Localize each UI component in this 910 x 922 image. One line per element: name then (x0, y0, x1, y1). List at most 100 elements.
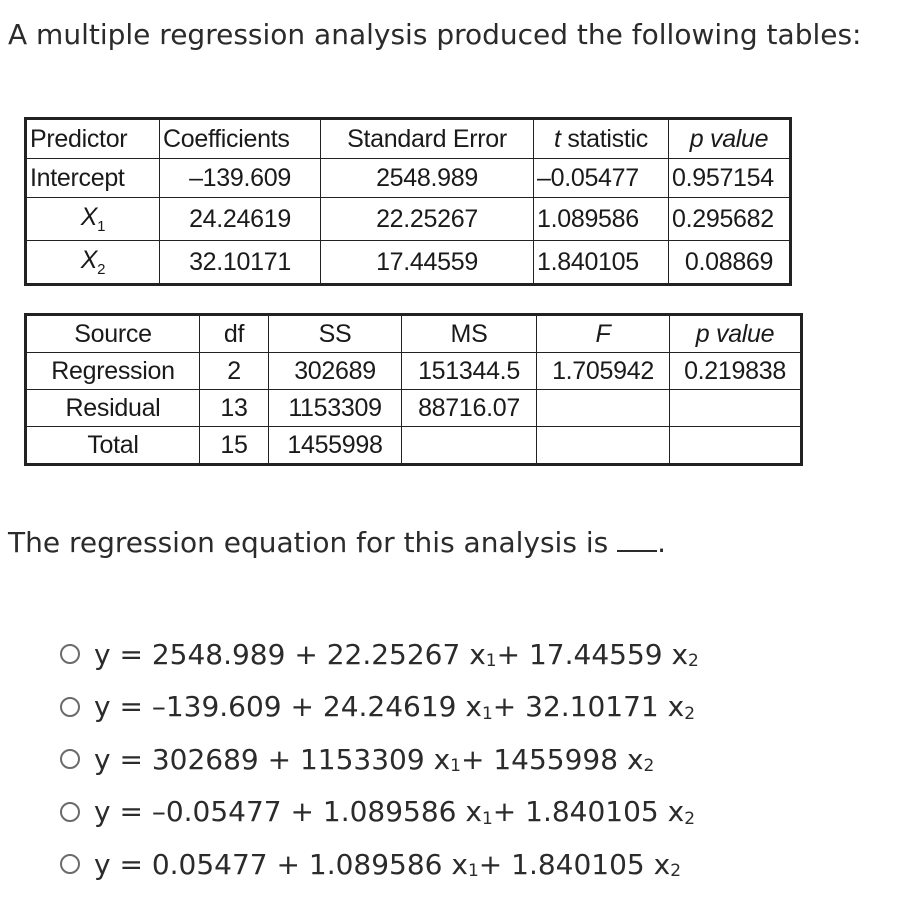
cell-predictor: X1 (25, 197, 160, 241)
cell-ms: 151344.5 (401, 352, 537, 390)
option-text: y = 2548.989 + 22.25267 x (94, 637, 486, 671)
subscript: 2 (684, 703, 696, 724)
cell-p (669, 426, 802, 465)
header-df: df (199, 314, 269, 353)
cell-coef: 24.24619 (159, 197, 321, 241)
header-predictor: Predictor (25, 118, 160, 159)
option-text-cont: + 1455998 x (460, 742, 644, 776)
table-header-row: Source df SS MS F p value (25, 314, 802, 353)
p-symbol: p (689, 125, 704, 153)
cell-source: Regression (25, 352, 200, 390)
cell-ms: 88716.07 (401, 389, 537, 427)
option-text-cont: + 1.840105 x (478, 847, 671, 881)
p-symbol: p (695, 320, 710, 348)
cell-predictor: Intercept (25, 158, 160, 198)
option-text: y = 0.05477 + 1.089586 x (94, 847, 468, 881)
subscript: 1 (481, 808, 493, 829)
coefficients-table: Predictor Coefficients Standard Error t … (24, 117, 792, 286)
header-p-value: p value (669, 314, 802, 353)
cell-ss: 302689 (268, 352, 402, 390)
radio-unselected-icon[interactable] (60, 854, 80, 875)
cell-p: 0.08869 (668, 240, 791, 285)
cell-se: 2548.989 (320, 158, 534, 198)
table-row: X2 32.10171 17.44559 1.840105 0.08869 (25, 240, 791, 285)
question-prompt: The regression equation for this analysi… (8, 526, 666, 559)
cell-p (669, 389, 802, 427)
subscript: 1 (97, 218, 106, 235)
cell-p: 0.957154 (668, 158, 791, 198)
table-row: Residual 13 1153309 88716.07 (25, 389, 802, 427)
header-t-statistic: t statistic (533, 118, 669, 159)
table-row: X1 24.24619 22.25267 1.089586 0.295682 (25, 197, 791, 241)
value-label: value (703, 125, 769, 153)
table-header-row: Predictor Coefficients Standard Error t … (25, 118, 791, 159)
question-text: The regression equation for this analysi… (8, 526, 618, 559)
cell-ss: 1455998 (268, 426, 402, 465)
option-text: y = –139.609 + 24.24619 x (94, 690, 482, 724)
value-label: value (709, 320, 775, 348)
header-standard-error: Standard Error (320, 118, 534, 159)
radio-unselected-icon[interactable] (60, 749, 80, 770)
cell-se: 22.25267 (320, 197, 534, 241)
table-row: Total 15 1455998 (25, 426, 802, 465)
subscript: 1 (485, 651, 497, 672)
header-f: F (536, 314, 670, 353)
cell-se: 17.44559 (320, 240, 534, 285)
subscript: 1 (450, 756, 461, 777)
question-end: . (657, 526, 667, 559)
cell-p: 0.295682 (668, 197, 791, 241)
cell-source: Total (25, 426, 200, 465)
x-symbol: X (80, 246, 98, 274)
header-coefficients: Coefficients (159, 118, 321, 159)
header-ms: MS (401, 314, 537, 353)
cell-f (536, 426, 670, 465)
option-text: y = 302689 + 1153309 x (94, 742, 451, 776)
cell-p: 0.219838 (669, 352, 802, 390)
radio-unselected-icon[interactable] (60, 801, 80, 822)
t-symbol: t (554, 125, 561, 153)
cell-df: 15 (199, 426, 269, 465)
subscript: 1 (467, 861, 479, 882)
cell-t: 1.840105 (533, 240, 669, 285)
header-ss: SS (268, 314, 402, 353)
radio-unselected-icon[interactable] (60, 696, 80, 717)
cell-df: 13 (199, 389, 269, 427)
cell-df: 2 (199, 352, 269, 390)
cell-ms (401, 426, 537, 465)
radio-unselected-icon[interactable] (60, 644, 80, 665)
option-text-cont: + 17.44559 x (496, 637, 689, 671)
subscript: 2 (97, 261, 106, 278)
option-text: y = –0.05477 + 1.089586 x (94, 795, 482, 829)
cell-f: 1.705942 (536, 352, 670, 390)
problem-heading: A multiple regression analysis produced … (8, 18, 862, 51)
header-p-value: p value (668, 118, 791, 159)
option-text-cont: + 1.840105 x (492, 795, 685, 829)
answer-blank (617, 528, 658, 552)
subscript: 2 (688, 651, 699, 672)
subscript: 2 (643, 756, 655, 777)
table-row: Regression 2 302689 151344.5 1.705942 0.… (25, 352, 802, 390)
cell-t: 1.089586 (533, 197, 669, 241)
header-source: Source (25, 314, 200, 353)
cell-f (536, 389, 670, 427)
cell-predictor: X2 (25, 240, 160, 285)
subscript: 2 (684, 808, 696, 829)
x-symbol: X (80, 203, 98, 231)
cell-source: Residual (25, 389, 200, 427)
cell-coef: 32.10171 (159, 240, 321, 285)
table-row: Intercept –139.609 2548.989 –0.05477 0.9… (25, 158, 791, 198)
cell-t: –0.05477 (533, 158, 669, 198)
subscript: 1 (481, 703, 493, 724)
anova-table: Source df SS MS F p value Regression 2 3… (24, 313, 803, 466)
statistic-label: statistic (560, 125, 648, 153)
subscript: 2 (670, 861, 682, 882)
cell-coef: –139.609 (159, 158, 321, 198)
cell-ss: 1153309 (268, 389, 402, 427)
option-text-cont: + 32.10171 x (492, 690, 685, 724)
